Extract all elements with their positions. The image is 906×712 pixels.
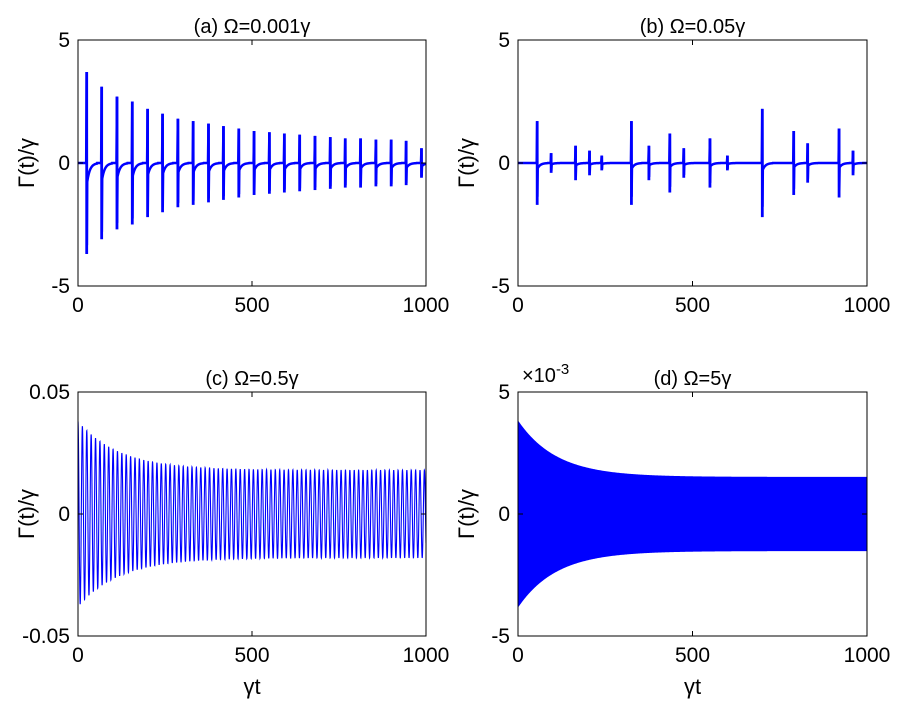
x-tick-label: 1000 bbox=[844, 294, 891, 317]
panel-title: (d) Ω=5γ bbox=[654, 368, 732, 390]
x-tick-label: 0 bbox=[72, 644, 84, 667]
y-axis-label: Γ(t)/γ bbox=[14, 138, 39, 188]
x-axis-label: γt bbox=[243, 674, 260, 699]
x-tick-label: 0 bbox=[512, 294, 524, 317]
y-axis-label: Γ(t)/γ bbox=[454, 138, 479, 188]
x-tick-label: 1000 bbox=[403, 644, 450, 667]
x-axis-label: γt bbox=[684, 674, 701, 699]
y-tick-label: 0 bbox=[498, 503, 510, 526]
y-tick-label: 0 bbox=[58, 152, 70, 175]
y-tick-label: 0 bbox=[498, 152, 510, 175]
plot-area bbox=[78, 71, 426, 255]
x-tick-label: 500 bbox=[234, 644, 269, 667]
y-tick-label: -0.05 bbox=[22, 625, 70, 648]
y-tick-label: -5 bbox=[491, 625, 510, 648]
x-tick-label: 1000 bbox=[844, 644, 891, 667]
plot-area bbox=[518, 108, 867, 218]
x-tick-label: 0 bbox=[512, 644, 524, 667]
plot-area bbox=[518, 420, 867, 608]
y-tick-label: -5 bbox=[491, 275, 510, 298]
y-tick-label: -5 bbox=[51, 275, 70, 298]
exponent-label: ×10-3 bbox=[522, 361, 569, 387]
y-tick-label: 0 bbox=[58, 503, 70, 526]
panel-title: (c) Ω=0.5γ bbox=[205, 368, 298, 390]
y-tick-label: 5 bbox=[498, 381, 510, 404]
y-tick-label: 5 bbox=[498, 29, 510, 52]
series-band bbox=[518, 420, 867, 608]
panel-title: (b) Ω=0.05γ bbox=[640, 16, 746, 38]
x-tick-label: 500 bbox=[675, 644, 710, 667]
panel-d: 0 500 1000-505(d) Ω=5γΓ(t)/γγt×10-3 bbox=[454, 361, 890, 699]
y-axis-label: Γ(t)/γ bbox=[454, 489, 479, 539]
x-tick-label: 500 bbox=[234, 294, 269, 317]
y-axis-label: Γ(t)/γ bbox=[14, 489, 39, 539]
x-tick-label: 500 bbox=[675, 294, 710, 317]
x-tick-label: 1000 bbox=[403, 294, 450, 317]
series-line bbox=[78, 421, 426, 605]
plot-area bbox=[78, 421, 426, 605]
y-tick-label: 0.05 bbox=[29, 381, 70, 404]
series-line bbox=[518, 108, 867, 207]
y-tick-label: 5 bbox=[58, 29, 70, 52]
series-line bbox=[78, 71, 426, 246]
x-tick-label: 0 bbox=[72, 294, 84, 317]
panel-title: (a) Ω=0.001γ bbox=[194, 16, 311, 38]
